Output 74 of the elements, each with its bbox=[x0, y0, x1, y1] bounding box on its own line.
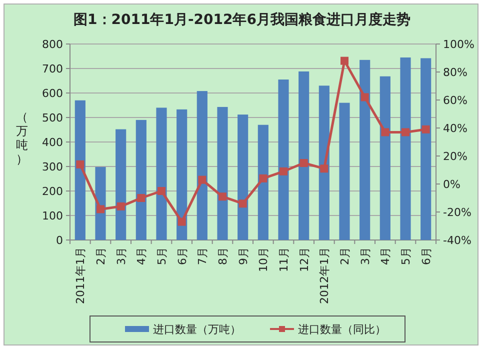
bar bbox=[258, 124, 268, 240]
x-tick-label: 6月 bbox=[176, 247, 189, 265]
x-tick-label: 2月 bbox=[338, 247, 352, 265]
point bbox=[198, 176, 206, 184]
y2-tick-label: 100% bbox=[443, 38, 474, 51]
point bbox=[320, 164, 328, 173]
bar bbox=[74, 100, 86, 240]
y-tick-label: 400 bbox=[42, 136, 63, 149]
y-tick-label: 700 bbox=[42, 62, 63, 76]
bar bbox=[420, 58, 432, 240]
y-tick-label: 600 bbox=[42, 87, 63, 100]
bar bbox=[360, 60, 370, 240]
x-tick-label: 8月 bbox=[216, 247, 230, 265]
y2-tick-label: 20% bbox=[443, 150, 468, 163]
x-tick-label: 4月 bbox=[135, 247, 148, 265]
y-tick-label: 800 bbox=[42, 38, 63, 51]
y-tick-label: 100 bbox=[42, 210, 63, 222]
point bbox=[340, 56, 348, 65]
bar bbox=[400, 57, 411, 240]
y-tick-label: 0 bbox=[56, 234, 63, 247]
point bbox=[300, 159, 308, 167]
bar bbox=[217, 106, 228, 240]
chart-title: 图1：2011年1月-2012年6月我国粮食进口月度走势 bbox=[74, 11, 410, 28]
y-tick-label: 500 bbox=[42, 112, 63, 124]
x-tick-label: 9月 bbox=[236, 247, 250, 265]
x-tick-label: 5月 bbox=[156, 247, 168, 265]
point bbox=[402, 128, 410, 136]
point bbox=[259, 174, 268, 182]
x-tick-label: 12月 bbox=[298, 247, 311, 272]
point bbox=[158, 187, 166, 195]
x-tick-label: 6月 bbox=[420, 247, 433, 265]
point bbox=[381, 128, 390, 136]
x-tick-label: 2月 bbox=[94, 247, 108, 265]
bar bbox=[176, 109, 188, 240]
bar bbox=[156, 108, 167, 240]
y-tick-label: 200 bbox=[42, 185, 63, 198]
legend-label: 进口数量（同比） bbox=[298, 323, 386, 336]
y2-tick-label: 80% bbox=[443, 66, 468, 79]
x-tick-label: 3月 bbox=[114, 247, 128, 265]
y2-tick-label: 40% bbox=[443, 122, 468, 135]
y2-tick-label: -40% bbox=[443, 234, 472, 247]
y2-tick-label: 60% bbox=[443, 94, 468, 107]
legend-label: 进口数量（万吨） bbox=[153, 323, 241, 336]
y2-tick-label: 0% bbox=[443, 178, 460, 191]
point bbox=[96, 205, 104, 214]
point bbox=[280, 167, 288, 176]
x-tick-label: 11月 bbox=[278, 247, 290, 272]
point bbox=[137, 194, 146, 202]
bar bbox=[238, 114, 248, 240]
bar bbox=[380, 76, 390, 240]
y-tick-label: 300 bbox=[42, 160, 63, 174]
bar bbox=[278, 80, 289, 240]
x-tick-label: 2011年1月 bbox=[74, 247, 88, 304]
point bbox=[238, 200, 247, 208]
y-axis-title: （万吨） bbox=[16, 110, 28, 166]
bar bbox=[116, 129, 126, 240]
point bbox=[360, 93, 369, 102]
x-tick-label: 2012年1月 bbox=[318, 247, 332, 304]
point bbox=[422, 125, 430, 134]
point bbox=[76, 160, 84, 168]
bar bbox=[196, 91, 208, 240]
x-tick-label: 10月 bbox=[257, 247, 270, 272]
x-tick-label: 5月 bbox=[400, 247, 412, 265]
y2-tick-label: -20% bbox=[443, 206, 472, 219]
point bbox=[218, 192, 226, 201]
x-tick-label: 3月 bbox=[358, 247, 372, 265]
bar bbox=[318, 86, 330, 240]
x-tick-label: 4月 bbox=[379, 247, 392, 265]
bar bbox=[136, 120, 146, 240]
bar bbox=[298, 71, 310, 240]
point bbox=[116, 202, 125, 210]
bar bbox=[339, 102, 350, 240]
x-tick-label: 7月 bbox=[196, 247, 210, 265]
point bbox=[178, 218, 186, 226]
